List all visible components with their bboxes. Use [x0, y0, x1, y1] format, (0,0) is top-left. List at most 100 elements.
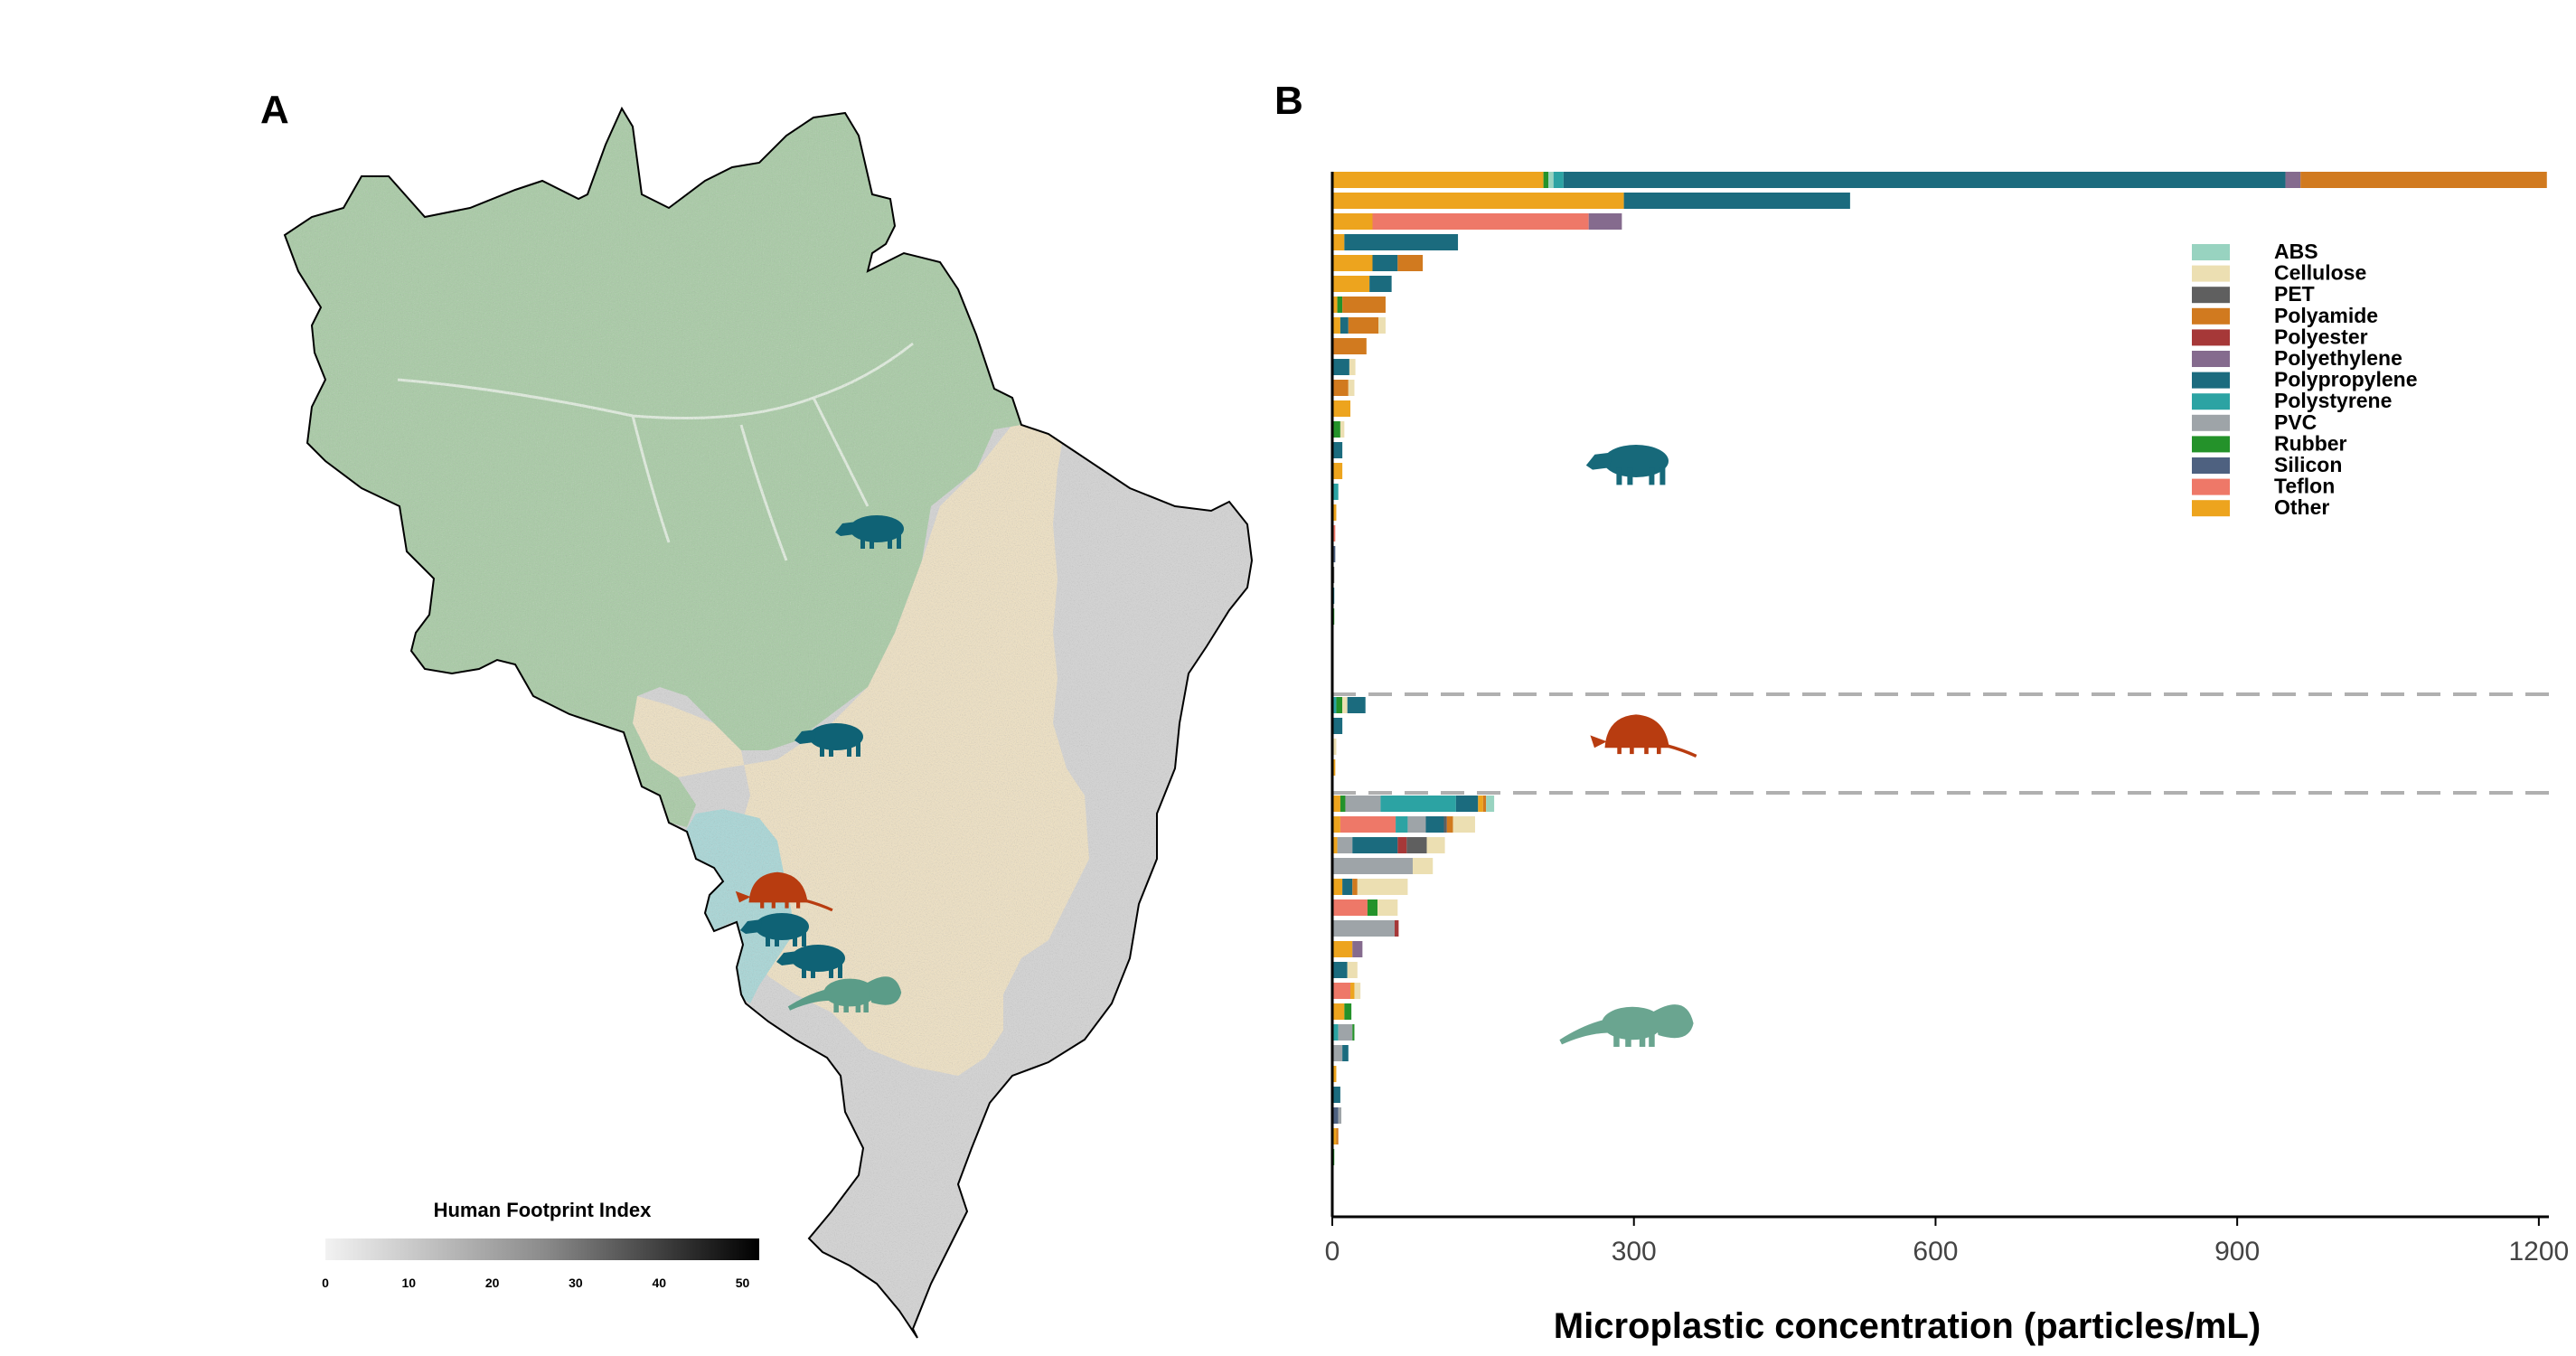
bar-segment-anteater-polystyrene: [1396, 816, 1408, 833]
bar-segment-tapir-polyamide: [1397, 255, 1424, 271]
colorbar-tick-label: 40: [652, 1276, 666, 1290]
bar-segment-tapir-polypropylene: [1344, 234, 1459, 250]
bar-segment-tapir-polypropylene: [1372, 255, 1398, 271]
bar-segment-anteater-pvc: [1332, 1045, 1343, 1061]
polymer-legend: ABSCellulosePETPolyamidePolyesterPolyeth…: [2192, 240, 2417, 519]
bar-segment-anteater-pet: [1406, 837, 1427, 853]
bar-segment-armadillo-polystyrene: [1332, 697, 1337, 713]
bar-segment-anteater-cellulose: [1347, 962, 1358, 978]
bar-segment-tapir-other: [1332, 213, 1373, 230]
bar-segment-anteater-pvc: [1345, 796, 1381, 812]
legend-swatch-rubber: [2192, 436, 2230, 453]
bar-segment-tapir-silicon: [1332, 546, 1336, 562]
bar-segment-anteater-abs: [1486, 796, 1495, 812]
bar-segment-anteater-pvc: [1332, 858, 1413, 874]
legend-swatch-polypropylene: [2192, 372, 2230, 389]
bar-segment-anteater-other: [1332, 816, 1340, 833]
bar-segment-tapir-other: [1332, 400, 1351, 417]
bar-segment-armadillo-cellulose: [1332, 739, 1337, 755]
bar-segment-tapir-other: [1332, 172, 1544, 188]
bar-segment-anteater-silicon: [1332, 1107, 1339, 1124]
bar-segment-tapir-polyethylene: [1588, 213, 1622, 230]
bar-segment-anteater-polystyrene: [1332, 1024, 1339, 1041]
brazil-map: [284, 108, 1253, 1339]
x-axis-title: Microplastic concentration (particles/mL…: [1554, 1306, 2261, 1346]
bar-segment-anteater-rubber: [1367, 899, 1378, 916]
x-tick-label: 300: [1612, 1237, 1657, 1267]
x-tick-label: 1200: [2509, 1237, 2570, 1267]
bar-segment-anteater-cellulose: [1453, 816, 1475, 833]
bar-segment-tapir-other: [1332, 234, 1345, 250]
bar-segment-tapir-teflon: [1332, 525, 1336, 541]
bar-segment-anteater-polyamide: [1446, 816, 1453, 833]
bar-segment-anteater-rubber: [1344, 1003, 1352, 1020]
legend-swatch-cellulose: [2192, 265, 2230, 282]
legend-label-polyamide: Polyamide: [2274, 304, 2378, 327]
bar-segment-tapir-cellulose: [1348, 380, 1355, 396]
bar-segment-tapir-other: [1332, 276, 1370, 292]
bar-segment-anteater-polyamide: [1352, 879, 1358, 895]
legend-swatch-pet: [2192, 287, 2230, 304]
panel-a-label: A: [260, 88, 289, 132]
bar-segment-anteater-other: [1332, 1066, 1337, 1082]
bar-segment-tapir-other: [1332, 193, 1624, 209]
bar-segment-tapir-rubber: [1337, 297, 1343, 313]
x-ticks: 0 300 600 900 1200: [1325, 1217, 2570, 1267]
bar-segment-tapir-polypropylene: [1623, 193, 1850, 209]
bar-segment-tapir-cellulose: [1340, 421, 1345, 438]
map-anteater-icon: [787, 976, 902, 1012]
bar-segment-tapir-other: [1332, 255, 1373, 271]
bar-segment-anteater-pvc: [1337, 837, 1353, 853]
colorbar-tick-label: 10: [402, 1276, 417, 1290]
bar-segment-tapir-polyamide: [2300, 172, 2547, 188]
legend-swatch-polyethylene: [2192, 351, 2230, 367]
legend-swatch-abs: [2192, 244, 2230, 260]
bar-segment-anteater-pvc: [1338, 1107, 1342, 1124]
bar-segment-anteater-other: [1350, 983, 1355, 999]
bar-segment-tapir-polyethylene: [2285, 172, 2301, 188]
legend-label-pvc: PVC: [2274, 410, 2317, 434]
bar-segment-tapir-other: [1332, 317, 1340, 334]
x-tick-label: 600: [1913, 1237, 1958, 1267]
legend-label-other: Other: [2274, 495, 2329, 519]
legend-swatch-polystyrene: [2192, 393, 2230, 410]
bar-segment-anteater-teflon: [1332, 899, 1368, 916]
bar-segment-anteater-polypropylene: [1455, 796, 1479, 812]
colorbar-tick-label: 0: [322, 1276, 329, 1290]
legend-swatch-other: [2192, 500, 2230, 517]
bar-segment-anteater-polyester: [1397, 837, 1407, 853]
stacked-bars: [1332, 172, 2547, 1165]
chart-axes: [1330, 172, 2549, 1219]
bar-segment-anteater-rubber: [1340, 796, 1346, 812]
bar-segment-tapir-polypropylene: [1332, 442, 1343, 458]
bar-segment-tapir-abs: [1548, 172, 1554, 188]
bar-segment-anteater-rubber: [1352, 1024, 1355, 1041]
legend-swatch-teflon: [2192, 478, 2230, 495]
panel-b-label: B: [1274, 79, 1303, 123]
bar-segment-tapir-polyamide: [1332, 338, 1367, 354]
map-armadillo-icon: [735, 871, 833, 912]
bar-segment-anteater-polypropylene: [1332, 1087, 1340, 1103]
x-tick-label: 0: [1325, 1237, 1340, 1267]
bar-segment-anteater-polypropylene: [1425, 816, 1444, 833]
bar-segment-anteater-polyamide: [1336, 1128, 1339, 1144]
bar-segment-anteater-cellulose: [1357, 879, 1408, 895]
chart-armadillo-icon: [1590, 714, 1697, 758]
map-tapir-icon: [740, 913, 809, 946]
bar-segment-anteater-teflon: [1340, 816, 1396, 833]
microplastic-chart: 0 300 600 900 1200 Microplastic concentratio…: [1325, 172, 2570, 1346]
legend-label-silicon: Silicon: [2274, 453, 2342, 476]
legend-swatch-pvc: [2192, 414, 2230, 431]
bar-segment-tapir-polystyrene: [1332, 484, 1339, 500]
colorbar-title: Human Footprint Index: [434, 1199, 653, 1221]
bar-segment-armadillo-polypropylene: [1347, 697, 1366, 713]
bar-segment-anteater-cellulose: [1377, 899, 1398, 916]
legend-label-polypropylene: Polypropylene: [2274, 368, 2417, 391]
bar-segment-armadillo-cellulose: [1342, 697, 1348, 713]
bar-segment-tapir-polypropylene: [1340, 317, 1349, 334]
bar-segment-armadillo-polypropylene: [1332, 718, 1343, 734]
bar-segment-tapir-polypropylene: [1563, 172, 2286, 188]
bar-segment-anteater-other: [1332, 941, 1353, 957]
bar-segment-tapir-other: [1332, 504, 1337, 521]
group-dividers: [1332, 692, 2549, 795]
